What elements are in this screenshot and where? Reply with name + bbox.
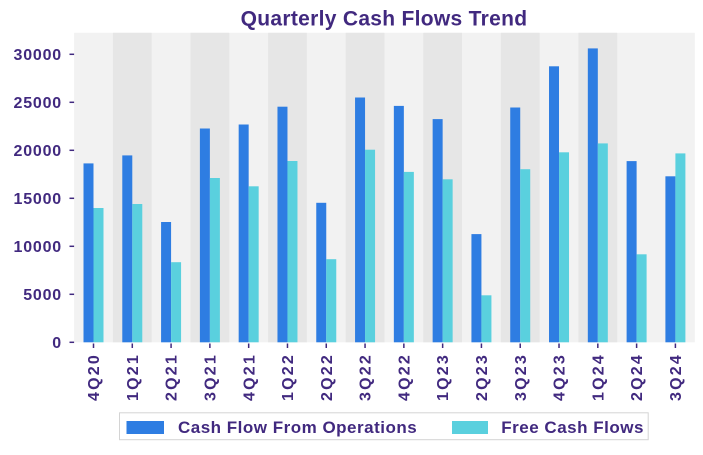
svg-text:3Q23: 3Q23: [513, 353, 530, 401]
svg-text:Quarterly Cash Flows Trend: Quarterly Cash Flows Trend: [241, 8, 528, 31]
svg-text:2Q24: 2Q24: [629, 353, 646, 401]
svg-text:5000: 5000: [23, 287, 62, 304]
svg-text:4Q21: 4Q21: [241, 353, 258, 401]
svg-text:3Q21: 3Q21: [202, 353, 219, 401]
svg-text:4Q22: 4Q22: [396, 353, 413, 401]
svg-text:4Q23: 4Q23: [552, 353, 569, 401]
svg-text:20000: 20000: [14, 143, 63, 160]
svg-text:4Q20: 4Q20: [86, 353, 103, 401]
svg-text:2Q23: 2Q23: [474, 353, 491, 401]
svg-text:3Q24: 3Q24: [668, 353, 685, 401]
svg-text:2Q22: 2Q22: [319, 353, 336, 401]
svg-text:1Q22: 1Q22: [280, 353, 297, 401]
svg-text:30000: 30000: [14, 47, 63, 64]
svg-text:1Q21: 1Q21: [125, 353, 142, 401]
svg-text:2Q21: 2Q21: [164, 353, 181, 401]
svg-text:3Q22: 3Q22: [358, 353, 375, 401]
svg-text:15000: 15000: [14, 191, 63, 208]
svg-text:1Q24: 1Q24: [590, 353, 607, 401]
svg-text:1Q23: 1Q23: [435, 353, 452, 401]
svg-text:Cash Flow From Operations: Cash Flow From Operations: [178, 418, 417, 437]
svg-text:0: 0: [52, 335, 62, 352]
svg-text:Free Cash Flows: Free Cash Flows: [501, 418, 644, 437]
svg-text:10000: 10000: [14, 239, 63, 256]
svg-text:25000: 25000: [14, 95, 63, 112]
